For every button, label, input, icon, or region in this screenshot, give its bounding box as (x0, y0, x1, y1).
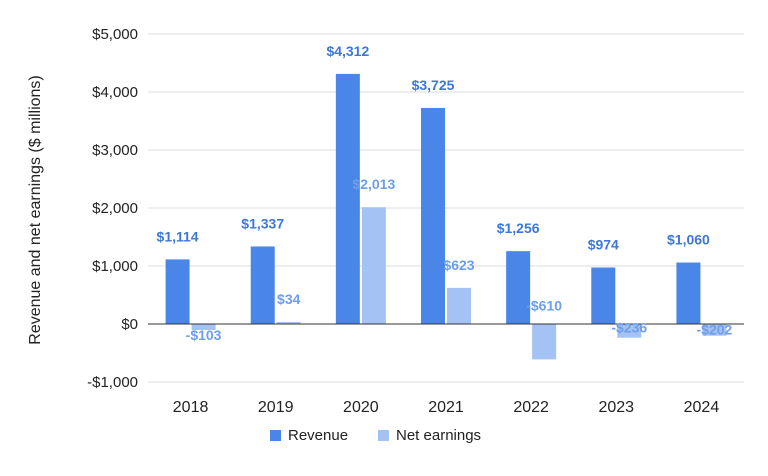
bar-revenue-2019 (250, 246, 275, 324)
legend: Revenue Net earnings (270, 427, 481, 444)
x-tick-label: 2020 (343, 399, 379, 416)
data-label-net-earnings-2020: $2,013 (352, 176, 395, 192)
bar-revenue-2023 (591, 267, 616, 324)
x-tick-label: 2019 (258, 399, 294, 416)
x-tick-label: 2023 (598, 399, 634, 416)
y-axis-ticks: -$1,000 $0 $1,000 $2,000 $3,000 $4,000 $5,000 (87, 26, 138, 391)
bar-layer (148, 73, 744, 360)
y-tick-label: $3,000 (92, 142, 138, 159)
x-tick-label: 2018 (173, 399, 209, 416)
data-label-net-earnings-2018: -$103 (186, 327, 222, 343)
bar-net-earnings-2021 (447, 287, 471, 324)
legend-swatch-revenue (270, 430, 281, 441)
y-axis-label: Revenue and net earnings ($ millions) (27, 75, 44, 344)
data-label-revenue-2022: $1,256 (497, 220, 540, 236)
bar-revenue-2022 (506, 251, 531, 324)
bar-revenue-2024 (676, 262, 701, 324)
data-label-revenue-2019: $1,337 (241, 215, 284, 231)
y-tick-label: -$1,000 (87, 374, 138, 391)
grid-layer (148, 33, 744, 383)
x-tick-label: 2022 (513, 399, 549, 416)
data-label-revenue-2023: $974 (588, 237, 619, 253)
bar-revenue-2018 (165, 259, 190, 324)
bar-revenue-2021 (421, 107, 445, 324)
data-label-revenue-2021: $3,725 (412, 77, 455, 93)
data-label-net-earnings-2023: -$236 (611, 319, 647, 335)
bar-net-earnings-2022 (532, 324, 557, 360)
bar-net-earnings-2024 (702, 324, 727, 336)
y-tick-label: $1,000 (92, 258, 138, 275)
y-tick-label: $4,000 (92, 84, 138, 101)
legend-label-net-earnings: Net earnings (396, 427, 481, 444)
data-label-layer: $1,114 -$103 $1,337 $34 $4,312 $2,013 $3,725 $6… (157, 43, 733, 343)
data-label-revenue-2020: $4,312 (326, 43, 369, 59)
y-tick-label: $0 (121, 316, 138, 333)
data-label-net-earnings-2022: -$610 (526, 298, 562, 314)
data-label-revenue-2024: $1,060 (667, 232, 710, 248)
data-label-revenue-2018: $1,114 (157, 228, 199, 244)
x-axis-ticks: 2018 2019 2020 2021 2022 2023 2024 (173, 399, 720, 416)
bar-net-earnings-2019 (276, 322, 301, 324)
legend-label-revenue: Revenue (288, 427, 348, 444)
y-tick-label: $5,000 (92, 26, 138, 43)
x-tick-label: 2021 (428, 399, 464, 416)
data-label-net-earnings-2021: $623 (443, 257, 474, 273)
bar-net-earnings-2020 (361, 207, 386, 324)
bar-net-earnings-2023 (617, 324, 642, 338)
x-tick-label: 2024 (684, 399, 720, 416)
y-tick-label: $2,000 (92, 200, 138, 217)
legend-swatch-net-earnings (378, 430, 389, 441)
data-label-net-earnings-2019: $34 (277, 291, 301, 307)
bar-revenue-2020 (335, 73, 360, 325)
bar-net-earnings-2018 (191, 324, 216, 330)
data-label-net-earnings-2024: -$202 (697, 321, 733, 337)
